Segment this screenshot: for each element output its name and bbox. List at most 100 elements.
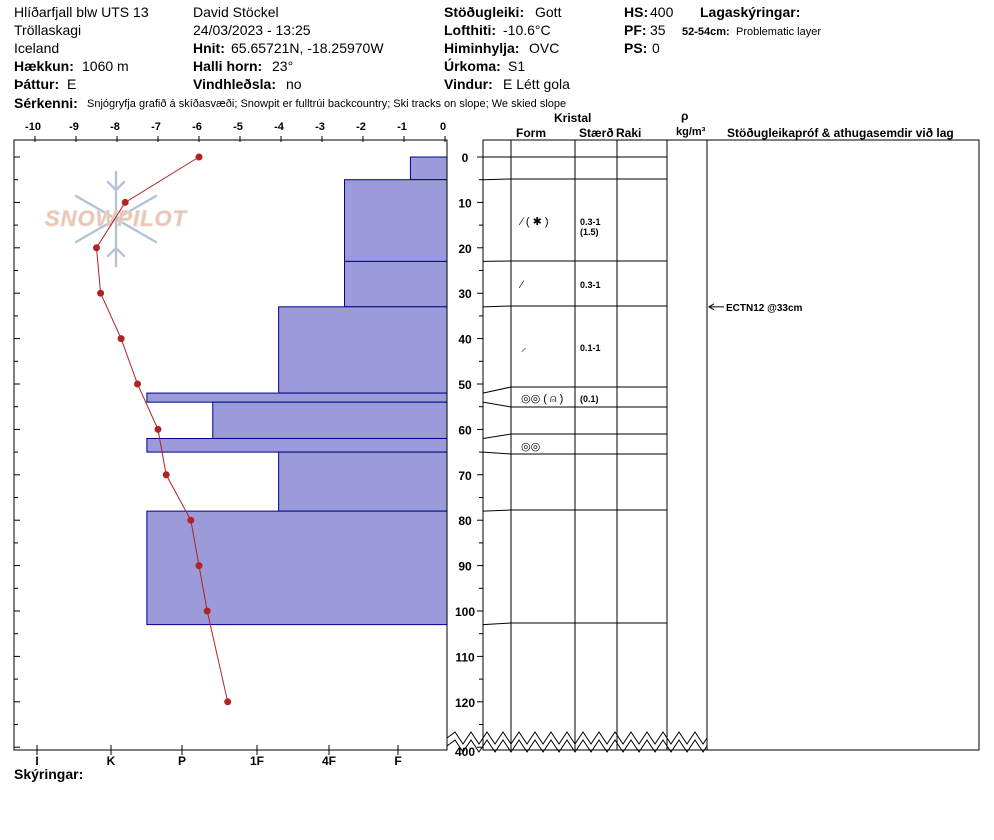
- layer-form-0: ⁄ ( ✱ ): [518, 216, 549, 228]
- moisture-header: Raki: [616, 126, 642, 140]
- temperature-point-0: [195, 153, 203, 161]
- aspect-label: Þáttur:: [14, 76, 60, 92]
- region-name: Tröllaskagi: [14, 22, 82, 38]
- hardness-tick-label-0: I: [35, 754, 38, 768]
- air-temp-value: -10.6°C: [503, 22, 551, 38]
- depth-tick-label-0: 0: [462, 151, 469, 165]
- wind-loading-label: Vindhleðsla:: [193, 76, 276, 92]
- pf-value: 35: [650, 22, 666, 38]
- snowflake-icon: [74, 170, 158, 268]
- hardness-tick-label-2: P: [178, 754, 186, 768]
- hardness-layer-5: [212, 401, 448, 439]
- depth-tick-label-2: 20: [458, 242, 472, 256]
- notes-label: Sérkenni:: [14, 95, 78, 111]
- temperature-point-2: [93, 244, 100, 252]
- hardness-layer-4: [146, 392, 448, 403]
- hs-value: 400: [650, 4, 674, 20]
- temperature-point-9: [195, 562, 203, 570]
- density-unit-header: kg/m³: [676, 126, 706, 138]
- temperature-point-1: [121, 198, 129, 206]
- layer-form-3: ◎◎ ( ⍝ ): [521, 393, 563, 405]
- depth-tick-label-10: 100: [455, 605, 475, 619]
- depth-tick-label-3: 30: [458, 287, 472, 301]
- hardness-tick-label-3: 1F: [250, 754, 264, 768]
- depth-tick-label-1: 10: [458, 196, 472, 210]
- temperature-line: [95, 156, 229, 702]
- coords-label: Hnit:: [193, 40, 225, 56]
- size-header: Stærð: [579, 126, 614, 140]
- layer-boundary-5: [482, 401, 667, 408]
- temp-tick-label-2: -8: [110, 121, 120, 133]
- slope-label: Halli horn:: [193, 58, 263, 74]
- air-temp-label: Lofthiti:: [444, 22, 497, 38]
- hardness-layer-3: [278, 306, 448, 394]
- aspect-value: E: [67, 76, 77, 92]
- temp-tick-label-8: -2: [356, 121, 366, 133]
- pf-label: PF:: [624, 22, 647, 38]
- temperature-point-10: [203, 607, 211, 615]
- depth-tick-label-7: 70: [458, 469, 472, 483]
- axis-ticks: -10 -9 -8 -7 -6 -5 -4 -3 -2 -1 0I K P 1F 4F F0102030405…: [14, 121, 483, 768]
- layer-size-1: 0.3-1: [580, 280, 601, 290]
- temperature-point-11: [224, 698, 232, 706]
- footer-label: Skýringar:: [14, 766, 84, 782]
- hardness-tick-label-1: K: [107, 754, 116, 768]
- test-arrow-head: [708, 303, 715, 311]
- layer-boundary-1: [482, 178, 667, 181]
- slope-value: 23°: [272, 58, 294, 74]
- layer-boundary-8: [482, 509, 667, 512]
- wind-value: E Létt gola: [503, 76, 570, 92]
- sky-label: Himinhylja:: [444, 40, 520, 56]
- temperature-point-4: [117, 335, 125, 343]
- watermark-text: SNOWPILOT: [45, 206, 188, 231]
- temp-tick-label-9: -1: [397, 121, 407, 133]
- layer-form-1: ⁄: [518, 279, 525, 291]
- coords-value: 65.65721N, -18.25970W: [231, 40, 384, 56]
- layer-table-rows: ⁄ ( ✱ ) 0.3-1(1.5)⁄ 0.3-1⸝ 0.1-1◎◎ ( ⍝ ) (0.…: [482, 156, 667, 626]
- temp-tick-label-0: -10: [25, 121, 41, 133]
- hs-label: HS:: [624, 4, 649, 20]
- wind-label: Vindur:: [444, 76, 493, 92]
- legend-label: Lagaskýringar:: [700, 4, 801, 20]
- form-header: Form: [516, 126, 546, 140]
- precip-label: Úrkoma:: [444, 58, 501, 74]
- observer-name: David Stöckel: [193, 4, 279, 20]
- temp-tick-label-4: -6: [192, 121, 202, 133]
- country-name: Iceland: [14, 40, 60, 56]
- layer-size-0: 0.3-1: [580, 217, 601, 227]
- temp-tick-label-3: -7: [151, 121, 161, 133]
- depth-bottom-label: 400: [455, 745, 475, 759]
- temperature-point-8: [187, 516, 195, 524]
- temperature-point-6: [154, 425, 162, 433]
- elevation-value: 1060 m: [82, 58, 129, 74]
- stability-test-annotation: ECTN12 @33cm: [708, 303, 803, 314]
- layer-form-4: ◎◎: [521, 441, 540, 453]
- sky-value: OVC: [529, 40, 560, 56]
- temperature-point-5: [134, 380, 141, 388]
- temp-tick-label-5: -5: [233, 121, 243, 133]
- layer-size-3: (0.1): [580, 394, 599, 404]
- legend-text: Problematic layer: [736, 26, 821, 38]
- test-result-label: ECTN12 @33cm: [726, 303, 803, 314]
- rho-header: ρ: [681, 109, 689, 123]
- temperature-point-7: [162, 471, 170, 479]
- depth-tick-label-8: 80: [458, 514, 472, 528]
- crystal-header: Kristal: [554, 111, 592, 125]
- depth-tick-label-9: 90: [458, 560, 472, 574]
- ps-label: PS:: [624, 40, 648, 56]
- layer-boundary-7: [482, 451, 667, 455]
- hardness-layer-2: [344, 260, 448, 308]
- hardness-layer-6: [146, 437, 448, 453]
- temp-tick-label-1: -9: [69, 121, 79, 133]
- stability-value: Gott: [535, 4, 562, 20]
- stability-label: Stöðugleiki:: [444, 4, 525, 20]
- hardness-layer-7: [278, 451, 448, 512]
- depth-tick-label-12: 120: [455, 696, 475, 710]
- hardness-layer-0: [409, 156, 448, 181]
- ps-value: 0: [652, 40, 660, 56]
- wind-loading-value: no: [286, 76, 302, 92]
- temp-tick-label-7: -3: [315, 121, 325, 133]
- layer-size2-0: (1.5): [580, 227, 599, 237]
- temperature-point-3: [97, 289, 105, 297]
- hardness-layer-1: [344, 179, 448, 262]
